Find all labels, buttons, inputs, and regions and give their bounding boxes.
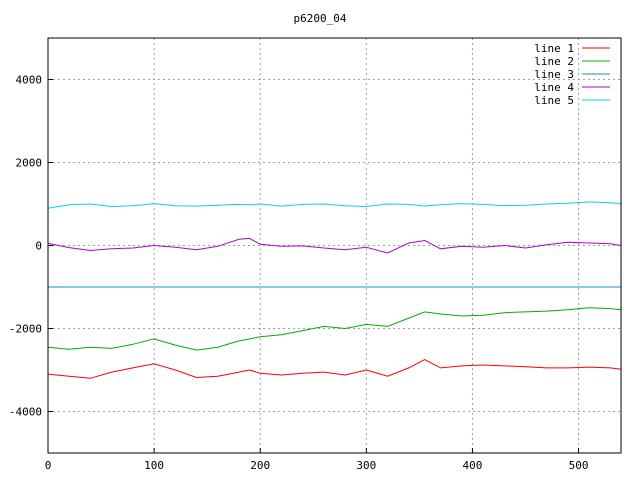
plot-frame xyxy=(47,37,622,454)
legend-label-3: line 3 xyxy=(534,68,574,81)
legend-label-1: line 1 xyxy=(534,42,574,55)
chart-title: p6200_04 xyxy=(294,12,347,25)
series-lines xyxy=(47,201,622,379)
y-tick-label: 2000 xyxy=(16,157,43,170)
legend-label-4: line 4 xyxy=(534,81,574,94)
series-line-5 xyxy=(47,201,622,209)
legend-label-5: line 5 xyxy=(534,94,574,107)
x-tick-label: 200 xyxy=(250,459,270,472)
tick-labels: 0 100 200 300 400 500 -4000 -2000 0 2000 4000 xyxy=(9,74,589,473)
series-line-2 xyxy=(47,307,622,351)
series-line-1 xyxy=(47,359,622,379)
y-tick-label: 0 xyxy=(35,240,42,253)
x-tick-label: 500 xyxy=(569,459,589,472)
x-tick-label: 400 xyxy=(463,459,483,472)
x-tick-label: 0 xyxy=(45,459,52,472)
legend-label-2: line 2 xyxy=(534,55,574,68)
y-tick-label: -2000 xyxy=(9,323,42,336)
series-line-4 xyxy=(47,237,622,254)
y-tick-label: 4000 xyxy=(16,74,43,87)
x-tick-label: 100 xyxy=(144,459,164,472)
grid-lines xyxy=(48,38,621,453)
x-tick-label: 300 xyxy=(356,459,376,472)
y-tick-label: -4000 xyxy=(9,406,42,419)
